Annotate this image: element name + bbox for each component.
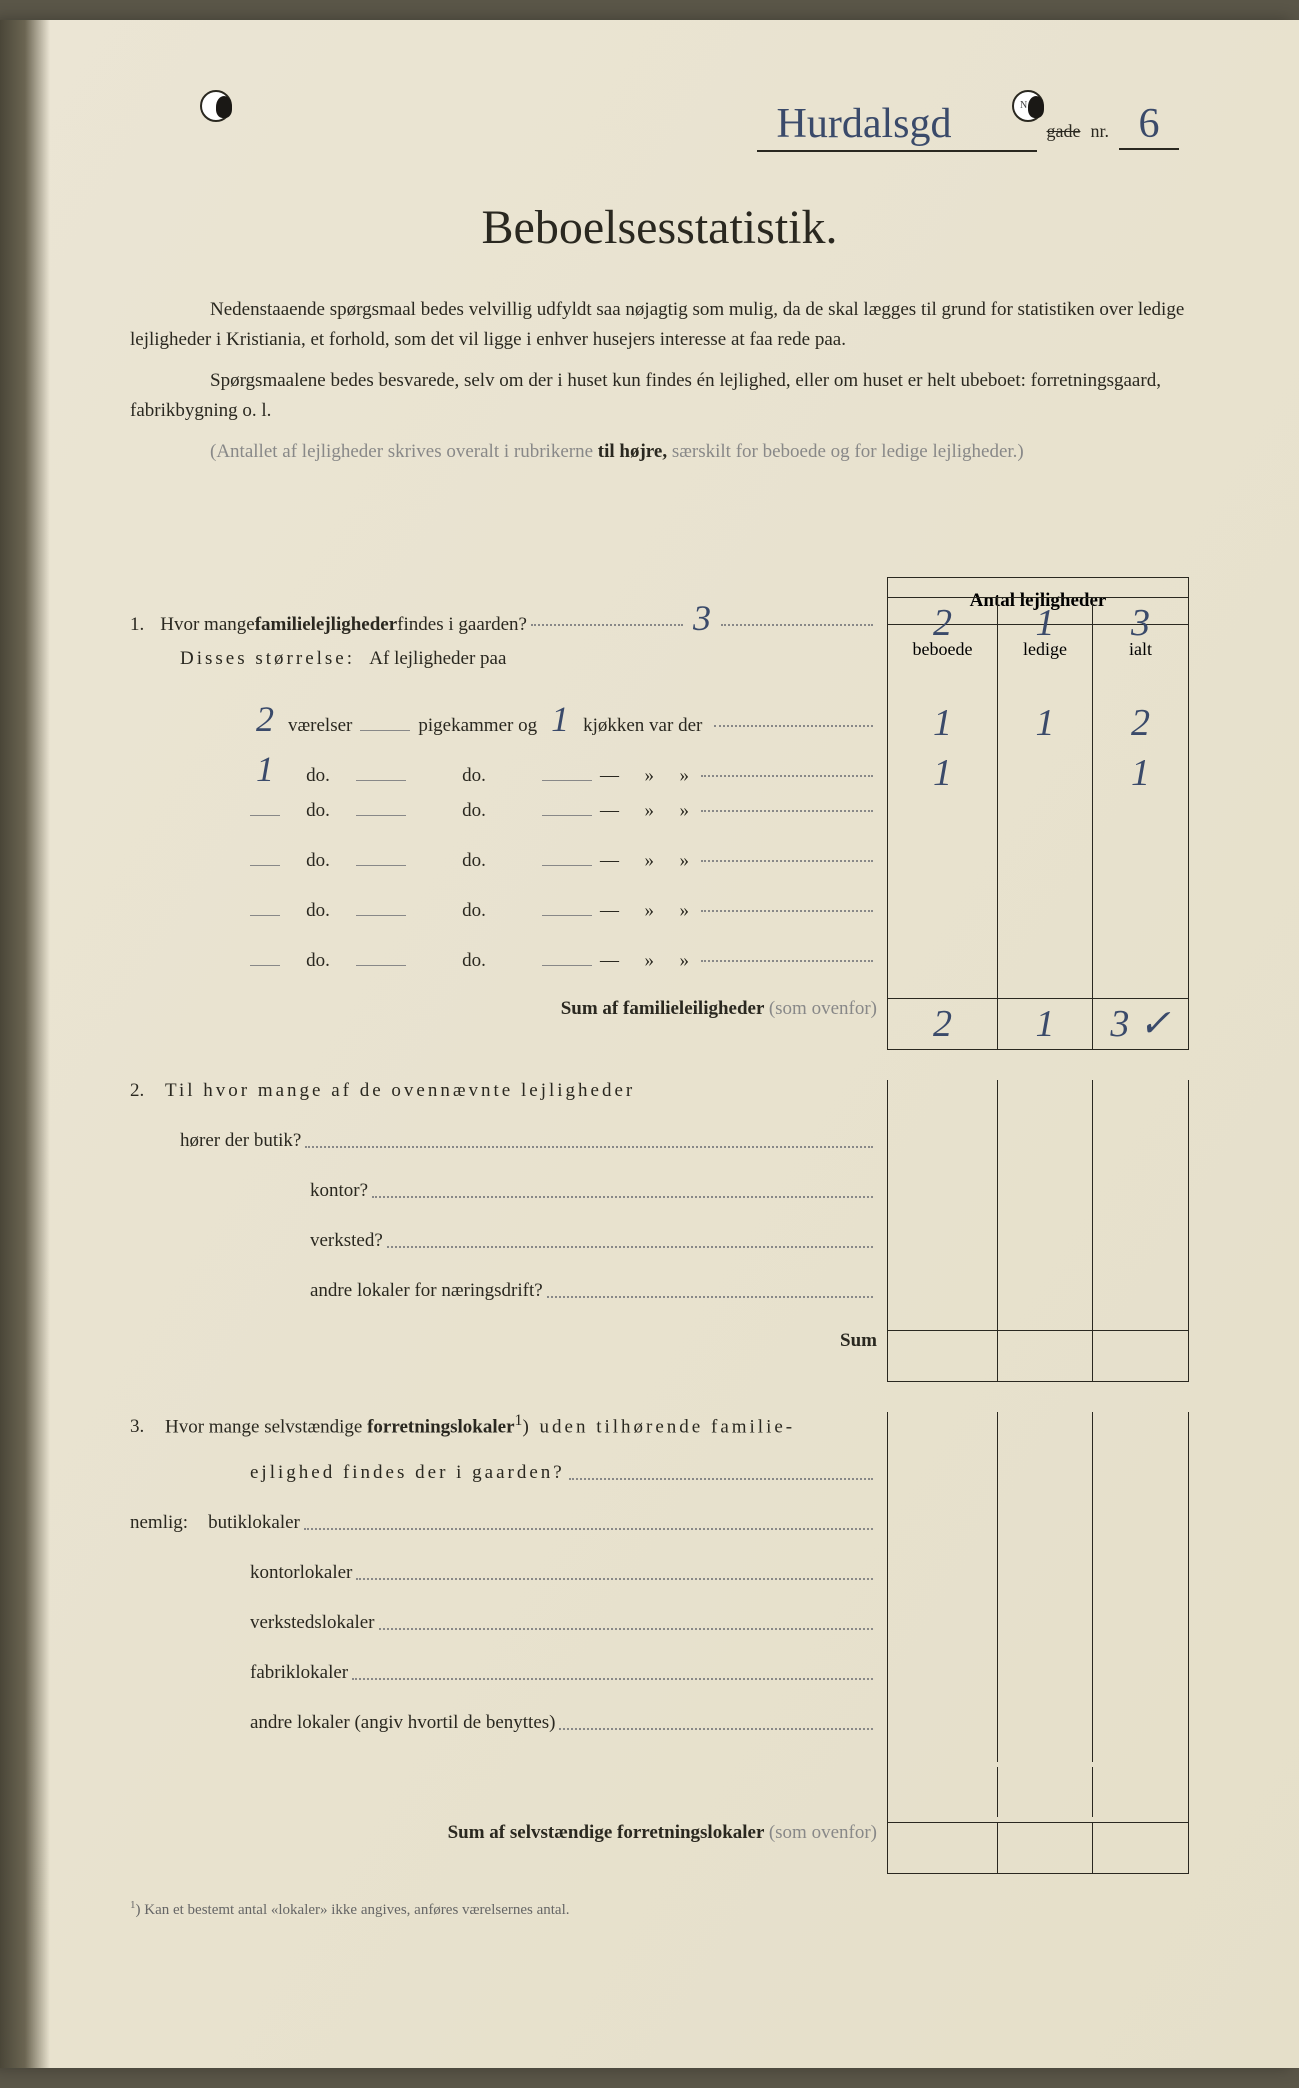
- q3-row2: ejlighed findes der i gaarden?: [130, 1462, 1189, 1512]
- q2-sub: kontor?: [130, 1180, 1189, 1230]
- q2-sum: Sum: [130, 1330, 1189, 1382]
- q1-sum: Sum af familieleiligheder (som ovenfor) …: [130, 998, 1189, 1050]
- intro-p3: (Antallet af lejligheder skrives overalt…: [130, 437, 1189, 467]
- nr-label: nr.: [1090, 121, 1109, 142]
- q1-size-row: 1 do. do. — » » 1 1: [130, 748, 1189, 798]
- q1-disses: Disses størrelse: Af lejligheder paa: [130, 648, 1189, 698]
- q3-sub: nemlig:butiklokaler: [130, 1512, 1189, 1562]
- footnote: 1) Kan et bestemt antal «lokaler» ikke a…: [130, 1899, 1189, 1919]
- q3-sub: kontorlokaler: [130, 1562, 1189, 1612]
- q1-row: 1. Hvor mange familielejligheder findes …: [130, 597, 1189, 648]
- content-area: Antal lejligheder beboede ledige ialt 1.…: [130, 597, 1189, 1874]
- nr-handwritten: 6: [1119, 100, 1179, 150]
- questions: 1. Hvor mange familielejligheder findes …: [130, 597, 1189, 1874]
- intro-p1: Nedenstaaende spørgsmaal bedes velvillig…: [130, 295, 1189, 356]
- q1-size-row: do. do. — » »: [130, 898, 1189, 948]
- intro-p2: Spørgsmaalene bedes besvarede, selv om d…: [130, 366, 1189, 427]
- q2-sub: andre lokaler for næringsdrift?: [130, 1280, 1189, 1330]
- header-line: Hurdalsgd gade nr. 6: [757, 100, 1180, 152]
- q3-sum: Sum af selvstændige forretningslokaler (…: [130, 1822, 1189, 1874]
- q2-row: 2. Til hvor mange af de ovennævnte lejli…: [130, 1080, 1189, 1130]
- q2-sub: hører der butik?: [130, 1130, 1189, 1180]
- q1-size-row: 2 værelser pigekammer og 1 kjøkken var d…: [130, 698, 1189, 748]
- q1-cells: 2 1 3: [887, 597, 1189, 648]
- q1-size-row: do. do. — » »: [130, 848, 1189, 898]
- gade-label: gade: [1047, 121, 1081, 142]
- document-page: Hurdalsgd gade nr. 6 Beboelsesstatistik.…: [0, 20, 1299, 2068]
- q3-row: 3. Hvor mange selvstændige forretningslo…: [130, 1412, 1189, 1462]
- q3-sub: verkstedslokaler: [130, 1612, 1189, 1662]
- q1-size-row: do. do. — » »: [130, 798, 1189, 848]
- q3-sub: andre lokaler (angiv hvortil de benyttes…: [130, 1712, 1189, 1762]
- street-name-handwritten: Hurdalsgd: [757, 100, 1037, 152]
- page-title: Beboelsesstatistik.: [130, 200, 1189, 255]
- punch-hole-left: [200, 90, 232, 122]
- q1-size-row: do. do. — » »: [130, 948, 1189, 998]
- q2-sub: verksted?: [130, 1230, 1189, 1280]
- q3-sub: fabriklokaler: [130, 1662, 1189, 1712]
